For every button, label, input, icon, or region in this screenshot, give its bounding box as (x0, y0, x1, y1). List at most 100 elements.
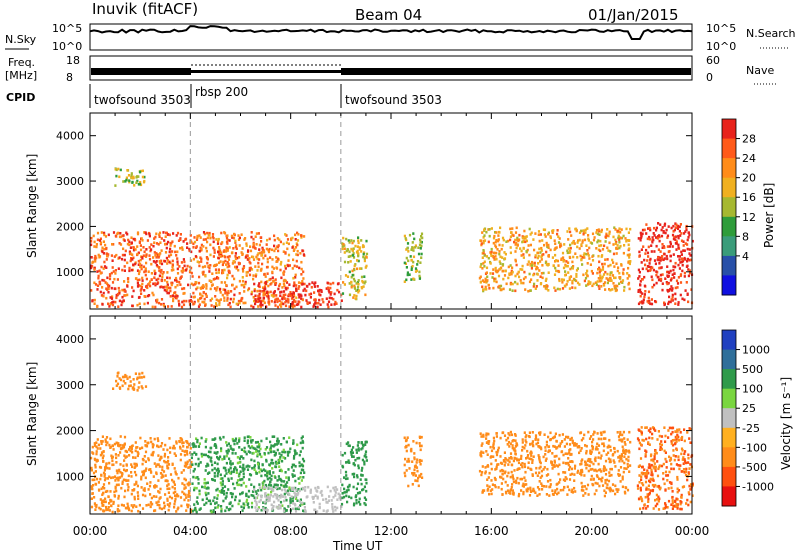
cpid-segment-1: twofsound 3503 (94, 93, 191, 107)
power-region-2 (190, 231, 306, 309)
date-title: 01/Jan/2015 (588, 6, 679, 24)
colorbar-swatch-7 (722, 255, 736, 276)
power-ylabel: Slant Range [km] (25, 154, 39, 258)
colorbar-swatch-2 (722, 158, 736, 179)
freq-bar-segment-1 (91, 68, 191, 75)
power-region-4 (341, 236, 369, 301)
cpid-label: CPID (6, 91, 35, 104)
x-tick-label-5: 20:00 (574, 524, 609, 538)
nsky-tick-top: 10^5 (52, 22, 82, 35)
y-tick-label-0: 1000 (56, 266, 84, 279)
velocity-region-7 (636, 426, 694, 511)
velocity-region-5 (403, 435, 424, 488)
power-region-3 (253, 280, 343, 309)
colorbar-tick-4: -25 (742, 422, 760, 435)
colorbar-tick-7: -1000 (742, 480, 774, 493)
y-tick-label-0: 1000 (56, 470, 84, 483)
power-axes: 1000 2000 3000 4000 (56, 113, 693, 309)
x-tick-label-4: 16:00 (474, 524, 509, 538)
velocity-colorbar: 1000 500 100 25 -25 -100 -500 -1000 (721, 329, 774, 507)
velocity-region-4 (340, 440, 368, 507)
x-tick-label-0: 00:00 (73, 524, 108, 538)
cpid-segment-2: rbsp 200 (195, 85, 248, 99)
colorbar-swatch-5 (722, 427, 736, 448)
nave-tick-bottom: 0 (706, 71, 713, 84)
nsearch-tick-top: 10^5 (706, 22, 736, 35)
power-region-1 (114, 167, 146, 187)
colorbar-swatch-7 (722, 466, 736, 487)
colorbar-tick-2: 20 (742, 172, 756, 185)
power-colorbar-label: Power [dB] (762, 183, 776, 248)
colorbar-swatch-1 (722, 138, 736, 159)
colorbar-tick-6: -500 (742, 461, 767, 474)
power-colorbar: 28 24 20 16 12 8 4 (721, 118, 756, 296)
colorbar-swatch-0 (722, 119, 736, 140)
colorbar-tick-5: -100 (742, 441, 767, 454)
freq-bar-segment-2 (191, 70, 341, 73)
colorbar-tick-5: 8 (742, 230, 749, 243)
colorbar-swatch-4 (722, 408, 736, 429)
nsearch-tick-bottom: 10^0 (706, 40, 736, 53)
time-axis-label: Time UT (332, 539, 383, 553)
velocity-region-6 (478, 430, 632, 498)
x-tick-label-6: 00:00 (675, 524, 710, 538)
y-tick-label-2: 3000 (56, 379, 84, 392)
colorbar-swatch-5 (722, 216, 736, 237)
freq-panel (89, 55, 693, 81)
station-title: Inuvik (fitACF) (92, 0, 198, 18)
freq-bar-segment-3 (341, 68, 691, 75)
colorbar-tick-1: 24 (742, 152, 756, 165)
velocity-axes: 1000 2000 3000 4000 (56, 316, 693, 514)
x-tick-label-3: 12:00 (374, 524, 409, 538)
nsky-panel (89, 23, 693, 51)
freq-unit-label: [MHz] (5, 69, 37, 82)
y-tick-label-3: 4000 (56, 130, 84, 143)
colorbar-swatch-3 (722, 177, 736, 198)
nsky-series (89, 25, 693, 40)
power-region-6 (478, 226, 632, 293)
y-tick-label-1: 2000 (56, 425, 84, 438)
colorbar-swatch-1 (722, 349, 736, 370)
cpid-segment-3: twofsound 3503 (345, 93, 442, 107)
nsky-label: N.Sky (5, 33, 37, 46)
colorbar-swatch-4 (722, 197, 736, 218)
nsky-tick-bottom: 10^0 (52, 40, 82, 53)
colorbar-swatch-6 (722, 236, 736, 257)
y-tick-label-3: 4000 (56, 333, 84, 346)
colorbar-swatch-8 (722, 275, 736, 296)
colorbar-tick-2: 100 (742, 383, 763, 396)
colorbar-tick-3: 16 (742, 191, 756, 204)
x-tick-label-2: 08:00 (273, 524, 308, 538)
velocity-region-1 (112, 371, 148, 392)
velocity-panel-frame (89, 315, 693, 515)
nsearch-label: N.Search (746, 27, 796, 40)
velocity-ylabel: Slant Range [km] (25, 362, 39, 466)
velocity-colorbar-label: Velocity [m s⁻¹] (779, 377, 793, 470)
y-tick-label-1: 2000 (56, 220, 84, 233)
power-region-7 (637, 222, 694, 307)
velocity-heatmap (90, 371, 694, 514)
colorbar-swatch-3 (722, 388, 736, 409)
colorbar-swatch-0 (722, 330, 736, 351)
velocity-region-3 (253, 485, 343, 514)
colorbar-tick-0: 28 (742, 133, 756, 146)
time-axis: 00:00 04:00 08:00 12:00 16:00 20:00 00:00 (73, 524, 710, 538)
x-tick-label-1: 04:00 (173, 524, 208, 538)
freq-tick-top: 18 (66, 54, 80, 67)
power-region-5 (403, 232, 424, 283)
colorbar-tick-4: 12 (742, 211, 756, 224)
power-heatmap (90, 167, 694, 309)
colorbar-tick-0: 1000 (742, 344, 770, 357)
colorbar-tick-6: 4 (742, 250, 749, 263)
colorbar-swatch-6 (722, 447, 736, 468)
colorbar-tick-1: 500 (742, 363, 763, 376)
colorbar-swatch-2 (722, 369, 736, 390)
freq-tick-bottom: 8 (66, 71, 73, 84)
nave-tick-top: 60 (706, 54, 720, 67)
colorbar-tick-3: 25 (742, 402, 756, 415)
freq-label: Freq. (8, 56, 35, 69)
colorbar-swatch-8 (722, 486, 736, 507)
velocity-region-0 (90, 435, 193, 514)
beam-title: Beam 04 (355, 6, 422, 24)
